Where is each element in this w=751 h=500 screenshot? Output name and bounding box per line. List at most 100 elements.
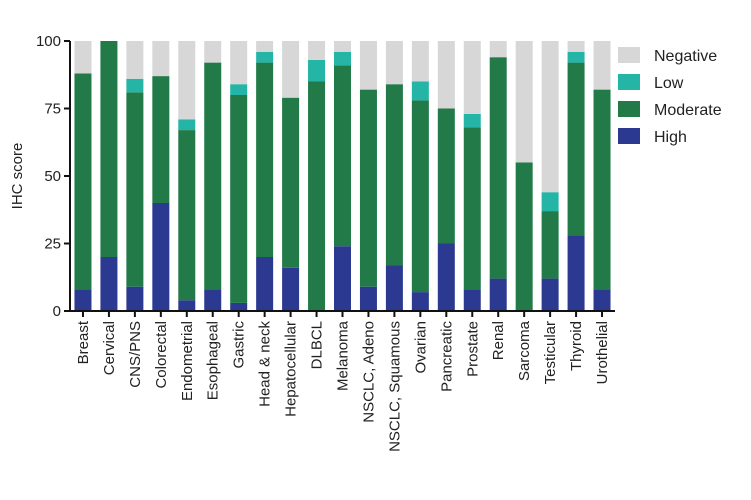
x-tick-label: Ovarian: [412, 321, 429, 374]
x-tick-label: CNS/PNS: [127, 321, 144, 388]
bar-segment-high: [100, 257, 118, 311]
x-tick-label: Hepatocellular: [283, 321, 300, 417]
bar-segment-high: [489, 278, 507, 311]
y-tick-label: 50: [44, 168, 61, 185]
bars-group: [74, 41, 611, 311]
bar-segment-moderate: [152, 76, 170, 203]
bar-segment-negative: [437, 41, 455, 109]
x-tick-label: Pancreatic: [438, 321, 455, 392]
bar-segment-negative: [463, 41, 481, 114]
bar-segment-low: [567, 51, 585, 63]
x-ticks-group: Breast Cervical CNS/PNS Colorectal Endometri…: [75, 311, 611, 452]
bar-segment-negative: [282, 41, 300, 98]
bar-segment-high: [593, 289, 611, 311]
bar-segment-high: [463, 289, 481, 311]
x-tick-label: Colorectal: [153, 321, 170, 389]
bar-segment-negative: [308, 41, 326, 60]
bar-segment-negative: [74, 41, 92, 74]
x-tick-label: Urothelial: [594, 321, 611, 384]
bar-segment-high: [230, 302, 248, 311]
bar-segment-moderate: [334, 65, 351, 247]
x-tick-label: Thyroid: [568, 321, 585, 371]
bar-segment-moderate: [100, 41, 118, 257]
bar-segment-negative: [359, 41, 377, 90]
x-tick-label: Testicular: [542, 321, 559, 384]
legend-swatch-negative: [618, 47, 640, 63]
bar-segment-low: [541, 192, 559, 212]
bar-segment-high: [74, 289, 92, 311]
bar-segment-moderate: [489, 57, 507, 279]
bar-segment-low: [230, 84, 248, 95]
y-tick-label: 0: [53, 303, 61, 320]
legend-label-moderate: Moderate: [654, 102, 722, 119]
x-tick-label: Renal: [490, 321, 507, 360]
bar-segment-moderate: [178, 130, 196, 301]
bar-segment-moderate: [74, 73, 92, 290]
bar-segment-high: [126, 286, 144, 311]
y-axis-label: IHC score: [9, 143, 26, 210]
x-tick-label: Prostate: [464, 321, 481, 377]
legend-label-negative: Negative: [654, 48, 717, 65]
x-tick-label: Esophageal: [205, 321, 222, 400]
bar-segment-moderate: [437, 108, 455, 244]
bar-segment-high: [282, 267, 300, 311]
bar-segment-moderate: [204, 62, 222, 290]
bar-segment-low: [178, 119, 196, 131]
x-tick-label: Gastric: [231, 321, 248, 369]
bar-segment-negative: [152, 41, 170, 77]
bar-segment-low: [256, 51, 274, 63]
bar-segment-negative: [334, 41, 351, 52]
x-tick-label: Breast: [75, 320, 92, 364]
y-tick-label: 100: [36, 33, 61, 50]
legend-swatch-high: [618, 128, 640, 144]
bar-segment-high: [152, 203, 170, 311]
bar-segment-moderate: [256, 62, 274, 257]
y-ticks-group: 0 25 50 75 100: [36, 33, 70, 320]
bar-segment-moderate: [411, 100, 429, 293]
bar-segment-negative: [256, 41, 274, 52]
x-tick-label: NSCLC, Adeno: [360, 321, 377, 423]
bar-segment-negative: [204, 41, 222, 63]
bar-segment-high: [334, 246, 351, 311]
legend-swatch-moderate: [618, 101, 640, 117]
x-tick-label: NSCLC, Squamous: [386, 321, 403, 452]
bar-segment-high: [256, 257, 274, 311]
bar-segment-high: [359, 286, 377, 311]
bar-segment-low: [334, 51, 351, 66]
bar-segment-moderate: [567, 62, 585, 236]
bar-segment-high: [411, 292, 429, 311]
bar-segment-moderate: [463, 127, 481, 290]
bar-segment-high: [204, 289, 222, 311]
bar-segment-low: [463, 113, 481, 128]
bar-segment-moderate: [308, 81, 326, 311]
bar-segment-negative: [489, 41, 507, 58]
bar-segment-low: [411, 81, 429, 101]
x-tick-label: Cervical: [101, 321, 118, 375]
x-tick-label: Endometrial: [179, 321, 196, 401]
y-tick-label: 25: [44, 236, 61, 253]
bar-segment-negative: [567, 41, 585, 52]
y-tick-label: 75: [44, 101, 61, 118]
bar-segment-moderate: [385, 84, 403, 266]
bar-segment-low: [308, 59, 326, 82]
bar-segment-negative: [541, 41, 559, 193]
bar-segment-negative: [515, 41, 533, 163]
legend-label-low: Low: [654, 75, 684, 92]
bar-segment-high: [178, 300, 196, 311]
x-tick-label: DLBCL: [309, 321, 326, 369]
bar-segment-negative: [411, 41, 429, 82]
bar-segment-moderate: [126, 92, 144, 287]
legend-swatch-low: [618, 74, 640, 90]
bar-segment-high: [437, 243, 455, 311]
legend-label-high: High: [654, 129, 687, 146]
bar-segment-high: [567, 235, 585, 311]
x-tick-label: Sarcoma: [516, 320, 533, 381]
bar-segment-negative: [593, 41, 611, 90]
bar-segment-high: [541, 278, 559, 311]
bar-segment-negative: [178, 41, 196, 120]
bar-segment-high: [385, 265, 403, 311]
bar-segment-moderate: [359, 89, 377, 287]
x-tick-label: Melanoma: [335, 320, 352, 391]
bar-segment-moderate: [541, 211, 559, 279]
